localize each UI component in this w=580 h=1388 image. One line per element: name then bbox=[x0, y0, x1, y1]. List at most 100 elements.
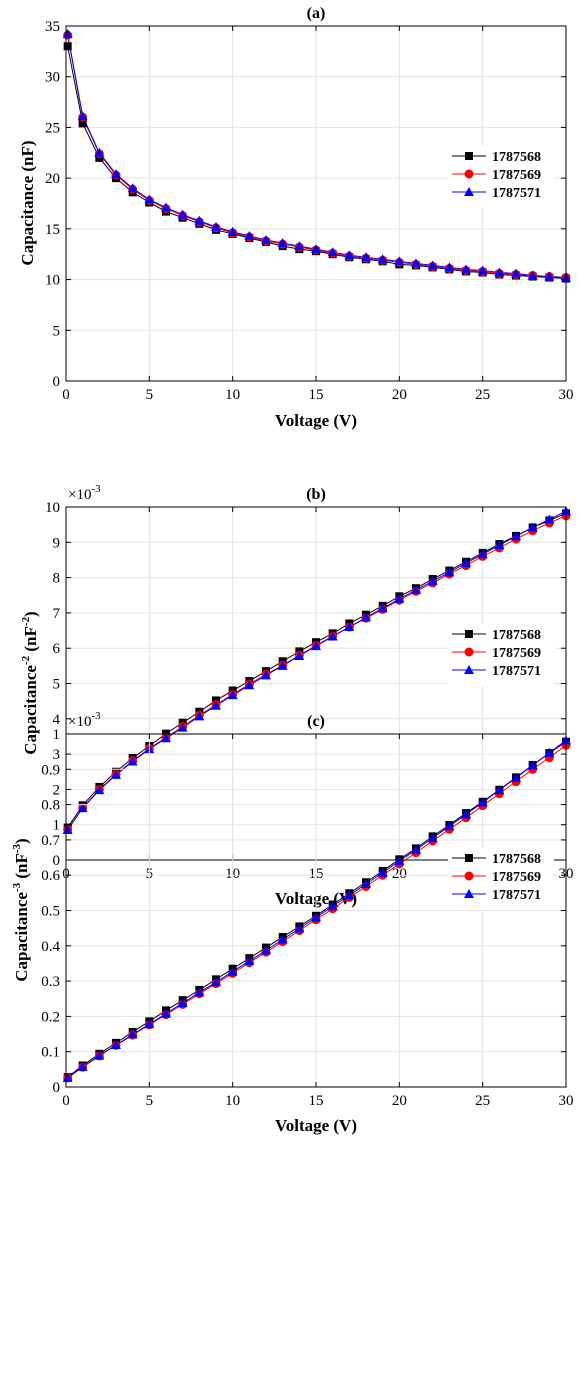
panel-a-point-1787571 bbox=[161, 202, 171, 212]
panel-c-y-tick-label: 0.4 bbox=[41, 939, 60, 955]
panel-a-point-1787571 bbox=[394, 256, 405, 266]
panel-a-point-1787571 bbox=[411, 258, 421, 268]
panel-b-y-label-sup: -2 bbox=[20, 655, 32, 665]
panel-b-point-1787571 bbox=[327, 631, 338, 641]
panel-a-point-1787571 bbox=[327, 247, 338, 257]
panel-a-x-tick-label: 0 bbox=[62, 387, 70, 403]
panel-a-y-tick-label: 30 bbox=[45, 70, 60, 86]
panel-c-x-tick-label: 10 bbox=[225, 1093, 240, 1109]
panel-a-x-tick-label: 15 bbox=[309, 387, 324, 403]
panel-a-point-1787571 bbox=[77, 111, 88, 121]
panel-a-point-1787571 bbox=[527, 270, 538, 280]
panel-c-point-1787571 bbox=[494, 785, 505, 795]
panel-a-point-1787571 bbox=[427, 260, 438, 270]
panel-c-point-1787571 bbox=[111, 1039, 121, 1049]
panel-a-legend-label: 1787571 bbox=[492, 186, 541, 201]
panel-a-point-1787571 bbox=[477, 265, 488, 275]
panel-a-x-tick-label: 30 bbox=[559, 387, 574, 403]
panel-a-point-1787571 bbox=[494, 267, 505, 277]
panel-b-point-1787571 bbox=[77, 803, 88, 813]
panel-b-legend-marker bbox=[464, 665, 474, 674]
panel-c-y-tick-label: 0.2 bbox=[41, 1009, 60, 1025]
panel-c-y-tick-label: 0 bbox=[53, 1080, 61, 1096]
panel-c-series bbox=[62, 735, 571, 1083]
panel-a-point-1787571 bbox=[194, 215, 205, 225]
panel-a-point-1787571 bbox=[511, 268, 521, 278]
panel-b-point-1787571 bbox=[161, 733, 171, 743]
panel-a-x-tick-label: 5 bbox=[146, 387, 154, 403]
panel-c-point-1787571 bbox=[327, 901, 338, 911]
panel-b-y-tick-label: 8 bbox=[53, 571, 61, 587]
panel-b-point-1787571 bbox=[511, 531, 521, 541]
panel-c-point-1787571 bbox=[411, 844, 421, 854]
panel-c-point-1787571 bbox=[227, 966, 238, 976]
panel-c-point-1787571 bbox=[477, 797, 488, 807]
panel-c-y-label-sup: -3 bbox=[11, 882, 23, 892]
panel-b-y-tick-label: 4 bbox=[53, 712, 61, 728]
panel-c-point-1787571 bbox=[361, 879, 371, 889]
panel-c-exponent-power: -3 bbox=[91, 710, 101, 722]
panel-a-x-tick-label: 10 bbox=[225, 387, 240, 403]
panel-c-point-1787571 bbox=[461, 809, 471, 819]
panel-c-point-1787571 bbox=[511, 772, 521, 782]
panel-b-legend-marker bbox=[464, 647, 474, 657]
panel-a-y-tick-label: 5 bbox=[53, 323, 61, 339]
panel-b-point-1787571 bbox=[244, 680, 255, 690]
panel-b-point-1787571 bbox=[427, 576, 438, 586]
panel-c-exponent: ×10-3 bbox=[68, 710, 101, 730]
panel-b-point-1787571 bbox=[211, 700, 221, 710]
panel-c-point-1787571 bbox=[161, 1008, 171, 1018]
panel-c-legend-label: 1787569 bbox=[492, 870, 541, 885]
panel-a-legend-label: 1787569 bbox=[492, 168, 541, 183]
panel-c-point-1787571 bbox=[527, 760, 538, 770]
panel-a-x-tick-label: 20 bbox=[392, 387, 407, 403]
panel-b-point-1787571 bbox=[177, 722, 188, 732]
panel-b-point-1787571 bbox=[394, 593, 405, 603]
panel-a-ticks: 0 5 10 15 20 25 30 0 5 10 15 20 25 30 35 bbox=[45, 19, 574, 403]
panel-b-y-tick-label: 2 bbox=[53, 782, 61, 798]
panel-a-point-1787571 bbox=[227, 226, 238, 236]
panel-c-point-1787571 bbox=[377, 867, 388, 877]
panel-b-legend: 1787568 1787569 1787571 bbox=[448, 624, 554, 686]
panel-c-point-1787571 bbox=[311, 912, 321, 922]
panel-a-point-1787568 bbox=[78, 119, 87, 128]
panel-c-point-1787571 bbox=[211, 977, 221, 987]
panel-c-y-tick-label: 0.6 bbox=[41, 868, 60, 884]
panel-b-point-1787571 bbox=[377, 603, 388, 613]
panel-a-legend-marker bbox=[465, 152, 473, 160]
panel-b-y-label-tail-sup: -2 bbox=[20, 616, 32, 626]
panel-b-legend-label: 1787569 bbox=[492, 646, 541, 661]
panel-a-point-1787571 bbox=[311, 244, 321, 254]
panel-b-point-1787571 bbox=[461, 558, 471, 568]
panel-c-legend-label: 1787568 bbox=[492, 852, 541, 867]
panel-a-point-1787571 bbox=[344, 250, 355, 260]
panel-c-point-1787571 bbox=[177, 997, 188, 1007]
panel-c-y-label-main: Capacitance bbox=[12, 892, 31, 982]
panel-b-point-1787571 bbox=[477, 549, 488, 559]
panel-c-point-1787571 bbox=[127, 1029, 138, 1039]
panel-a-legend-label: 1787568 bbox=[492, 150, 541, 165]
panel-c-point-1787571 bbox=[94, 1050, 105, 1060]
panel-c-y-label-close: ) bbox=[12, 838, 31, 844]
panel-a-y-axis-label: Capacitance (nF) bbox=[18, 140, 37, 265]
panel-c-y-label-tail: (nF bbox=[12, 853, 31, 883]
panel-b-point-1787571 bbox=[194, 711, 205, 721]
panel-c-title: (c) bbox=[307, 713, 325, 730]
panel-b-point-1787571 bbox=[294, 650, 305, 660]
panel-a-point-1787571 bbox=[211, 221, 221, 231]
panel-c-legend-marker bbox=[464, 889, 474, 898]
panel-c-y-tick-label: 1 bbox=[53, 727, 61, 743]
panel-c-y-label-tail-sup: -3 bbox=[11, 843, 23, 853]
panel-c-x-tick-label: 15 bbox=[309, 1093, 324, 1109]
panel-b-y-tick-label: 1 bbox=[53, 818, 61, 834]
panel-a-y-tick-label: 20 bbox=[45, 171, 60, 187]
panel-a-point-1787571 bbox=[177, 209, 188, 219]
panel-b-point-1787571 bbox=[311, 641, 321, 651]
panel-c: (c) ×10-3 0 5 10 15 20 25 3000.10.20.30.40.50.… bbox=[11, 710, 574, 1135]
panel-c-ticks: 0 5 10 15 20 25 3000.10.20.30.40.50.60.70.80.9… bbox=[41, 727, 573, 1109]
panel-a-point-1787571 bbox=[377, 254, 388, 264]
panel-c-point-1787571 bbox=[277, 934, 288, 944]
panel-b-y-tick-label: 0 bbox=[53, 853, 61, 869]
panel-b-y-tick-label: 9 bbox=[53, 535, 61, 551]
